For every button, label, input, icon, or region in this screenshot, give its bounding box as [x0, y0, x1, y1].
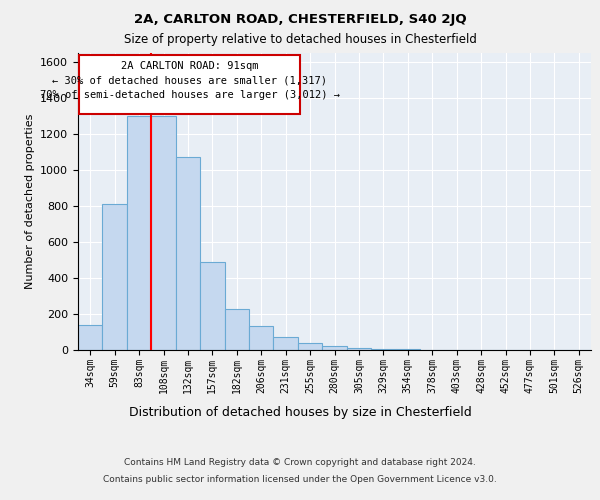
Bar	[347, 348, 371, 350]
Bar	[249, 326, 274, 350]
Bar	[274, 338, 298, 350]
Text: 2A, CARLTON ROAD, CHESTERFIELD, S40 2JQ: 2A, CARLTON ROAD, CHESTERFIELD, S40 2JQ	[134, 12, 466, 26]
Bar	[371, 349, 395, 350]
Text: Contains public sector information licensed under the Open Government Licence v3: Contains public sector information licen…	[103, 476, 497, 484]
Text: Contains HM Land Registry data © Crown copyright and database right 2024.: Contains HM Land Registry data © Crown c…	[124, 458, 476, 467]
Text: Distribution of detached houses by size in Chesterfield: Distribution of detached houses by size …	[128, 406, 472, 419]
Text: 2A CARLTON ROAD: 91sqm: 2A CARLTON ROAD: 91sqm	[121, 60, 259, 70]
Bar	[151, 116, 176, 350]
Bar	[103, 204, 127, 350]
Bar	[176, 157, 200, 350]
Bar	[298, 343, 322, 350]
Bar	[322, 346, 347, 350]
Y-axis label: Number of detached properties: Number of detached properties	[25, 114, 35, 289]
Bar	[127, 116, 151, 350]
Bar	[78, 325, 103, 350]
Text: 70% of semi-detached houses are larger (3,012) →: 70% of semi-detached houses are larger (…	[40, 90, 340, 101]
Bar	[200, 262, 224, 350]
Text: ← 30% of detached houses are smaller (1,317): ← 30% of detached houses are smaller (1,…	[52, 75, 327, 85]
Text: Size of property relative to detached houses in Chesterfield: Size of property relative to detached ho…	[124, 32, 476, 46]
Bar	[224, 308, 249, 350]
Bar	[79, 55, 300, 114]
